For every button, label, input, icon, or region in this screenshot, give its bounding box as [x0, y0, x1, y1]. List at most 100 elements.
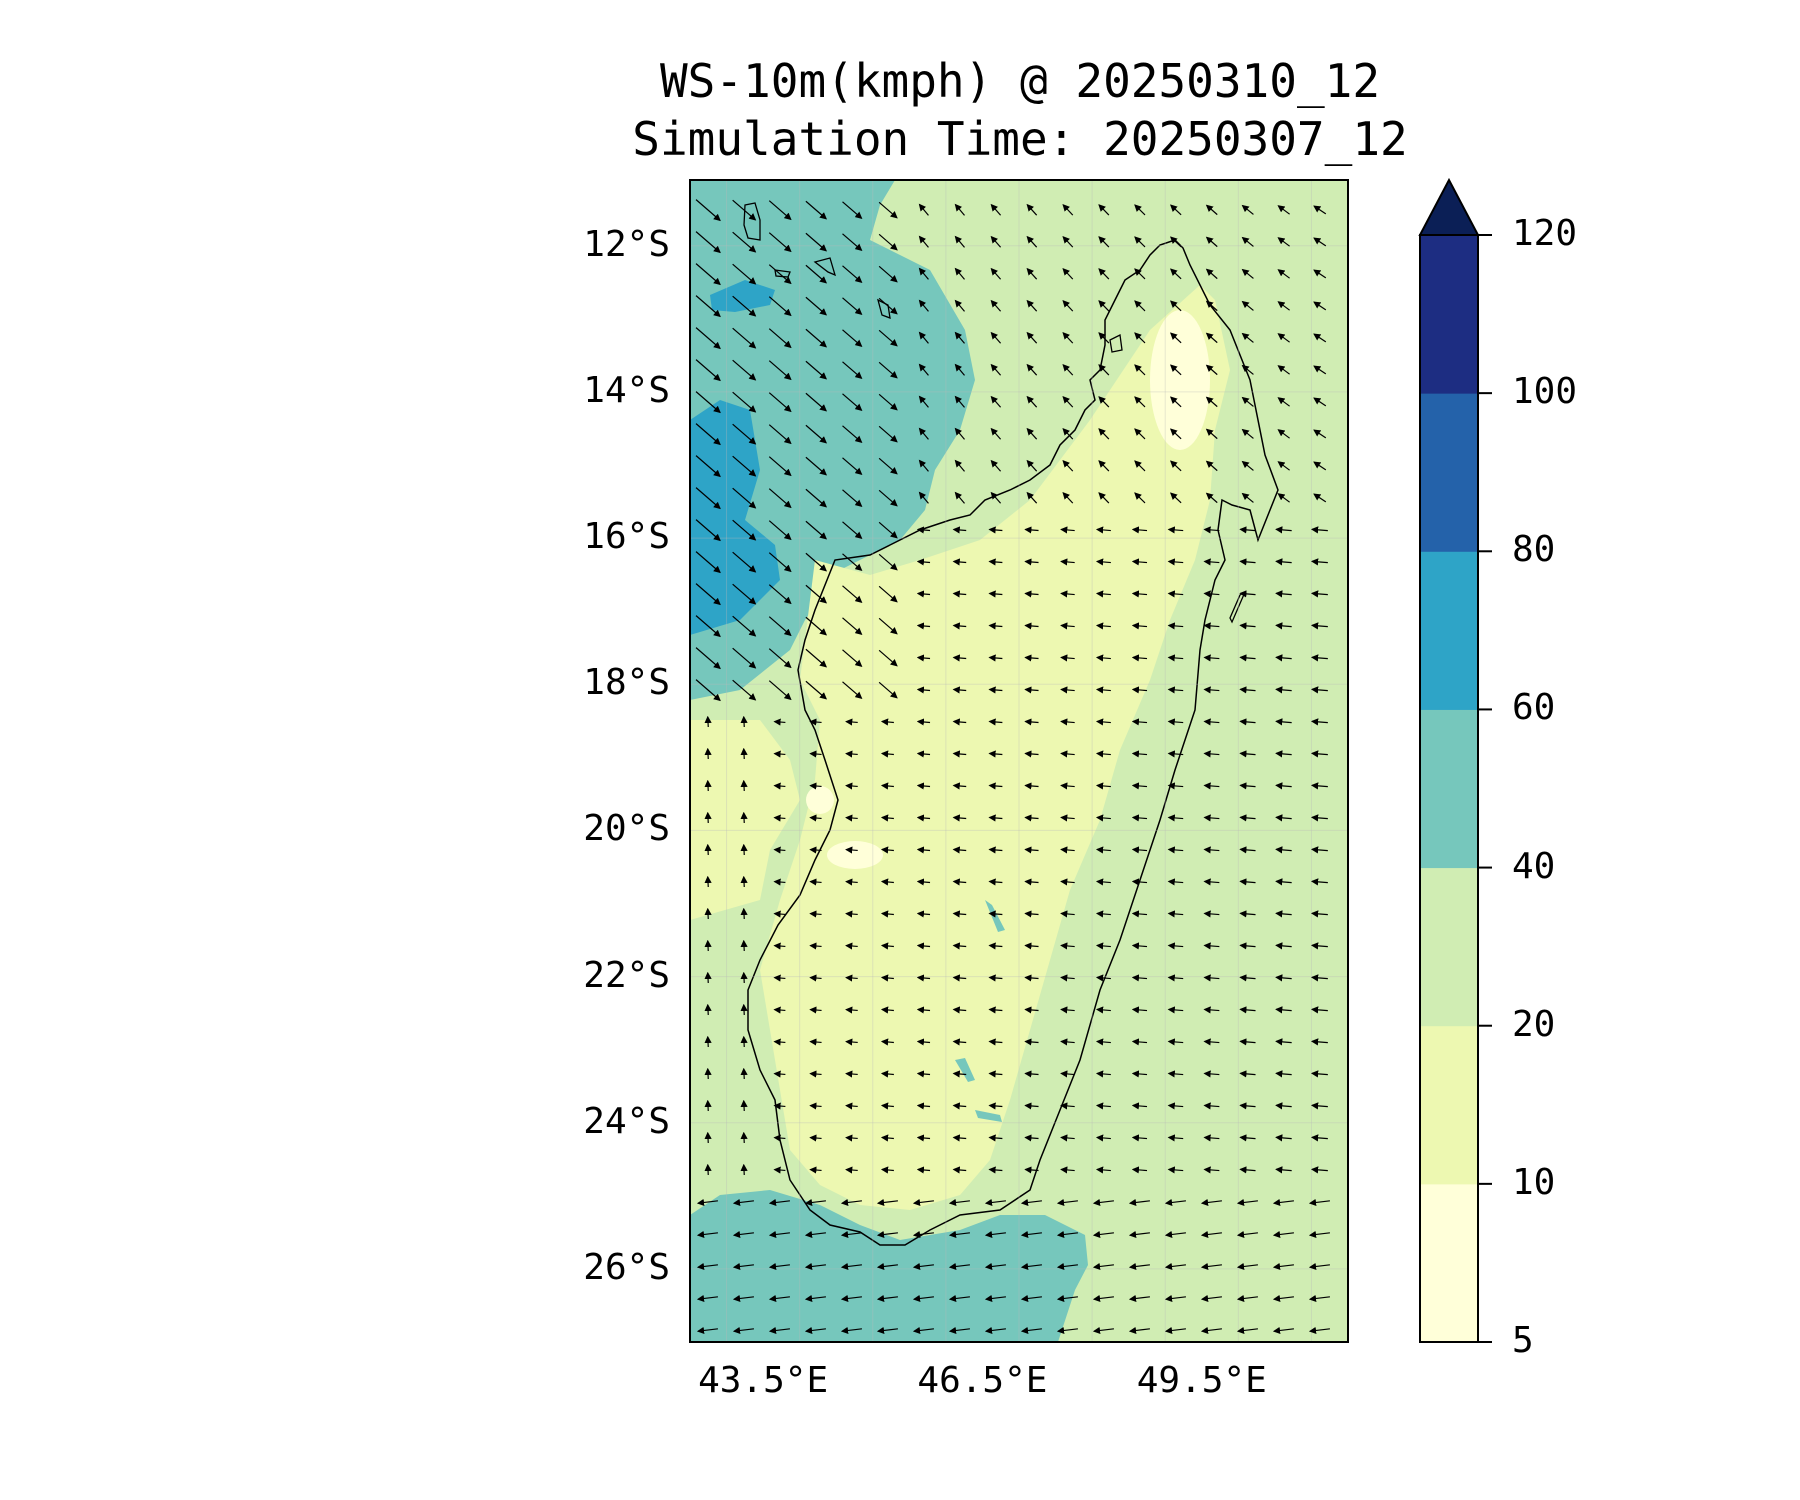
wind-arrow — [984, 1262, 1007, 1271]
wind-arrow — [876, 1326, 899, 1335]
wind-arrow — [1310, 878, 1328, 886]
wind-arrow — [1167, 590, 1184, 598]
wind-arrow — [696, 1294, 719, 1303]
wind-arrow — [1310, 750, 1328, 758]
wind-arrow — [1241, 300, 1254, 311]
wind-arrow — [1205, 364, 1218, 376]
wind-arrow — [1200, 1326, 1223, 1335]
wind-arrow — [1062, 364, 1074, 376]
wind-arrow — [916, 654, 931, 662]
wind-arrow — [695, 359, 721, 382]
wind-arrow — [1095, 590, 1111, 598]
wind-arrow — [952, 974, 967, 982]
wind-arrow — [1236, 1262, 1259, 1271]
wind-arrow — [1241, 204, 1254, 215]
wind-arrow — [1313, 429, 1327, 439]
wind-arrow — [880, 1134, 894, 1142]
wind-arrow — [990, 427, 1002, 440]
wind-arrow — [1310, 1006, 1328, 1014]
wind-arrow — [1134, 460, 1146, 472]
wind-arrow — [1092, 1294, 1115, 1303]
wind-arrow — [773, 750, 786, 758]
wind-arrow — [880, 1102, 894, 1110]
wind-arrow — [1277, 237, 1290, 247]
wind-arrow — [1203, 782, 1220, 790]
wind-arrow — [1131, 718, 1148, 726]
wind-arrow — [1170, 492, 1182, 504]
wind-arrow — [696, 1230, 719, 1239]
wind-arrow — [1205, 428, 1218, 440]
colorbar-tick-label: 10 — [1512, 1161, 1556, 1203]
wind-arrow — [1200, 1198, 1223, 1207]
wind-arrow — [1313, 301, 1327, 311]
wind-arrow — [954, 299, 965, 312]
wind-arrow — [1275, 1134, 1292, 1142]
wind-arrow — [1310, 974, 1328, 982]
wind-arrow — [952, 782, 967, 790]
wind-arrow — [990, 267, 1002, 280]
wind-arrow — [1134, 396, 1146, 408]
wind-arrow — [916, 1038, 931, 1046]
wind-arrow — [988, 782, 1003, 790]
wind-arrow — [845, 878, 858, 886]
wind-arrow — [1024, 1038, 1039, 1046]
wind-arrow — [1167, 1070, 1184, 1078]
wind-arrow — [878, 617, 898, 635]
wind-arrow — [1026, 299, 1038, 312]
colorbar-tick-label: 20 — [1512, 1003, 1556, 1045]
wind-arrow — [1062, 300, 1074, 312]
wind-arrow — [1095, 942, 1111, 950]
wind-arrow — [695, 423, 721, 446]
wind-arrow — [804, 1230, 827, 1239]
gridlines — [690, 180, 1348, 1342]
wind-arrow — [696, 1326, 719, 1335]
wind-arrow — [773, 910, 786, 918]
wind-arrow — [954, 395, 965, 408]
wind-arrow — [805, 456, 828, 476]
wind-arrow — [768, 520, 792, 541]
wind-arrow — [1095, 686, 1111, 694]
wind-arrow — [1275, 814, 1292, 822]
wind-arrow — [845, 782, 858, 790]
wind-arrow — [1056, 1294, 1079, 1303]
wind-arrow — [1170, 332, 1182, 344]
wind-arrow — [842, 457, 863, 476]
wind-arrow — [773, 1166, 786, 1174]
wind-arrow — [952, 750, 967, 758]
wind-arrow — [1236, 1230, 1259, 1239]
wind-arrow — [1310, 718, 1328, 726]
wind-arrow — [916, 1134, 931, 1142]
wind-arrow — [984, 1326, 1007, 1335]
wind-arrow — [842, 681, 863, 700]
wind-arrow — [1134, 236, 1146, 248]
wind-arrow — [1239, 1006, 1256, 1014]
wind-arrow — [732, 1198, 755, 1207]
wind-arrow — [805, 520, 828, 540]
wind-arrow — [1308, 1326, 1331, 1335]
wind-arrow — [1024, 814, 1039, 822]
wind-arrow — [1128, 1262, 1151, 1271]
wind-arrow — [916, 686, 931, 694]
colorbar-band — [1420, 709, 1478, 869]
wind-arrow — [918, 331, 929, 344]
wind-arrow — [732, 615, 757, 637]
wind-arrow — [1062, 396, 1074, 408]
wind-arrow — [1092, 1262, 1115, 1271]
wind-arrow — [880, 910, 894, 918]
wind-arrow — [1310, 1166, 1328, 1174]
wind-arrow — [1060, 686, 1075, 694]
wind-arrow — [695, 263, 721, 286]
wind-arrow — [1164, 1198, 1187, 1207]
wind-arrow — [1060, 1102, 1075, 1110]
wind-arrow — [768, 1326, 791, 1335]
colorbar-band — [1420, 393, 1478, 552]
wind-arrow — [1239, 974, 1256, 982]
wind-arrow — [695, 199, 721, 222]
madagascar-coastline — [747, 239, 1279, 1246]
wind-arrow — [1203, 750, 1220, 758]
wind-arrow — [1272, 1198, 1295, 1207]
wind-arrow — [1239, 942, 1256, 950]
wind-arrow — [1313, 333, 1327, 343]
wind-arrow — [768, 328, 792, 349]
wind-arrow — [1092, 1198, 1115, 1207]
